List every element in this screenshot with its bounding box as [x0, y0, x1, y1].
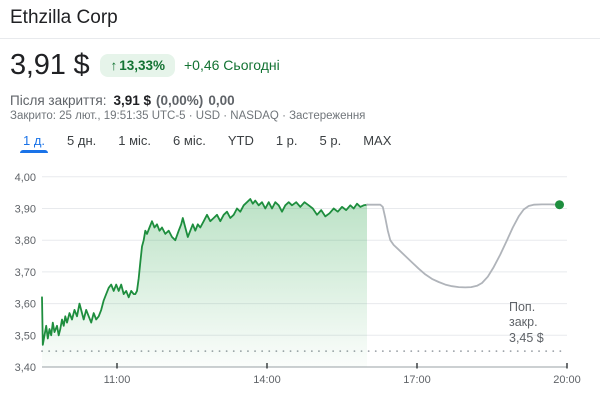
regular-session-area [42, 199, 367, 367]
y-axis-label: 3,70 [15, 267, 36, 279]
price-chart[interactable]: 4,00 3,90 3,80 3,70 3,60 3,50 3,40 11:00 14:00 17… [0, 165, 600, 400]
after-hours-change: 0,00 [208, 93, 235, 108]
previous-close-label: Поп. [509, 300, 535, 314]
after-hours-percent: (0,00%) [156, 93, 204, 108]
change-percent-badge: ↑ 13,33% [100, 53, 175, 77]
x-axis-label: 11:00 [104, 374, 131, 386]
tab-max[interactable]: MAX [363, 133, 392, 148]
change-percent: 13,33% [119, 57, 165, 73]
after-hours-line [366, 203, 561, 289]
after-hours-price: 3,91 $ [113, 93, 152, 108]
range-tabs: 1 д. 5 дн. 1 міс. 6 міс. YTD 1 р. 5 р. MAX [12, 131, 402, 153]
change-today: +0,46 Сьогодні [183, 57, 280, 73]
tab-1y[interactable]: 1 р. [275, 133, 298, 148]
y-axis-label: 3,50 [15, 330, 36, 342]
market-status-line: Закрито: 25 лют., 19:51:35 UTC-5 · USD ·… [10, 110, 365, 122]
after-hours-row: Після закриття: 3,91 $ (0,00%) 0,00 [10, 93, 235, 108]
tab-6m[interactable]: 6 міс. [173, 133, 206, 148]
regular-session-line [41, 198, 368, 346]
previous-close-label: закр. [509, 315, 538, 329]
market-status-text: Закрито: 25 лют., 19:51:35 UTC-5 · USD ·… [10, 110, 290, 122]
tab-1m[interactable]: 1 міс. [118, 133, 152, 148]
x-axis-label: 14:00 [253, 374, 281, 386]
y-axis-label: 3,40 [15, 362, 36, 374]
header-divider [0, 38, 600, 39]
tab-5y[interactable]: 5 р. [319, 133, 342, 148]
last-price-dot [555, 200, 564, 210]
tab-5d[interactable]: 5 дн. [67, 133, 97, 148]
x-axis-label: 17:00 [403, 374, 431, 386]
y-axis-label: 3,90 [15, 204, 36, 216]
x-axis-label: 20:00 [553, 374, 581, 386]
after-hours-label: Після закриття: [10, 93, 107, 108]
previous-close-label: 3,45 $ [509, 331, 544, 345]
y-axis-label: 4,00 [15, 172, 36, 184]
price-row: 3,91 $ ↑ 13,33% +0,46 Сьогодні [10, 49, 280, 81]
page-title: Ethzilla Corp [10, 7, 118, 28]
y-axis-label: 3,60 [15, 299, 36, 311]
tab-1d[interactable]: 1 д. [12, 131, 56, 153]
current-price: 3,91 $ [10, 48, 90, 81]
disclaimer-link[interactable]: Застереження [289, 110, 366, 122]
up-arrow-icon: ↑ [110, 57, 118, 73]
y-axis-label: 3,80 [15, 235, 36, 247]
tab-ytd[interactable]: YTD [227, 133, 254, 148]
